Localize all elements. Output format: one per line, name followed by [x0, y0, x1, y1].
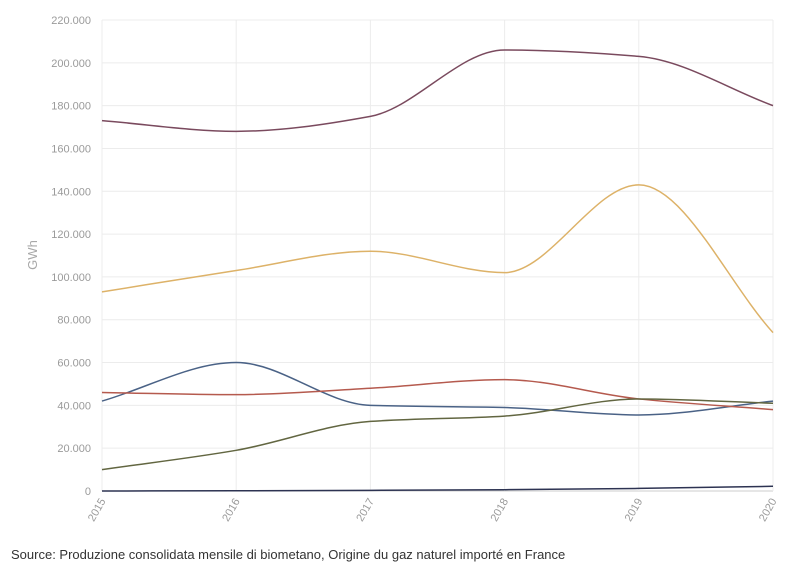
- x-tick-label: 2015: [86, 497, 109, 524]
- series-line-1: [101, 49, 774, 133]
- x-tick-label: 2018: [489, 497, 512, 524]
- y-tick-label: 40.000: [57, 400, 91, 412]
- y-tick-label: 0: [85, 486, 91, 498]
- grid-lines: [101, 19, 774, 492]
- series-lines: [101, 49, 774, 492]
- y-axis-ticks: 0 20.000 40.000 60.000 80.000 100.000 120.000 1…: [51, 15, 91, 498]
- series-line-4: [101, 378, 774, 411]
- y-tick-label: 120.000: [51, 229, 91, 241]
- y-tick-label: 140.000: [51, 186, 91, 198]
- y-tick-label: 80.000: [57, 315, 91, 327]
- y-tick-label: 60.000: [57, 358, 91, 370]
- x-tick-label: 2016: [220, 497, 243, 524]
- x-tick-label: 2020: [757, 497, 780, 524]
- y-tick-label: 220.000: [51, 15, 91, 27]
- series-line-2: [101, 184, 774, 334]
- source-note: Source: Produzione consolidata mensile d…: [11, 547, 566, 562]
- y-tick-label: 180.000: [51, 101, 91, 113]
- x-tick-label: 2019: [623, 497, 646, 524]
- series-line-3: [101, 361, 774, 416]
- series-line-5: [101, 398, 774, 471]
- series-line-6: [101, 485, 774, 492]
- x-tick-label: 2017: [354, 497, 377, 524]
- x-axis-ticks: 2015 2016 2017 2018 2019 2020: [86, 497, 780, 524]
- y-tick-label: 200.000: [51, 58, 91, 70]
- y-tick-label: 160.000: [51, 143, 91, 155]
- y-tick-label: 20.000: [57, 443, 91, 455]
- y-axis-label: GWh: [25, 240, 40, 270]
- y-tick-label: 100.000: [51, 272, 91, 284]
